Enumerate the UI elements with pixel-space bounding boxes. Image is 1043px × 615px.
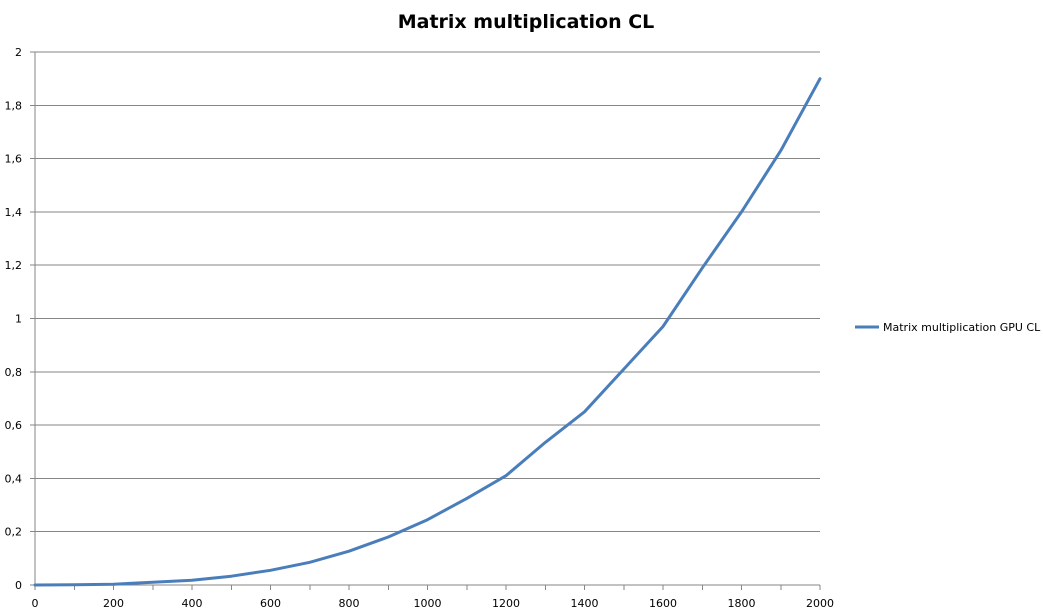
y-tick-label: 2 [15, 46, 22, 59]
chart-title: Matrix multiplication CL [398, 11, 655, 33]
y-tick-label: 1,6 [5, 153, 23, 166]
y-tick-label: 0,2 [5, 526, 23, 539]
y-tick-label: 0,8 [5, 366, 23, 379]
y-axis-tick-labels: 0 0,2 0,4 0,6 0,8 1 1,2 1,4 1,6 1,8 2 [5, 46, 23, 592]
legend-label: Matrix multiplication GPU CL [883, 321, 1041, 334]
y-tick-label: 1,8 [5, 99, 23, 112]
x-tick-label: 1200 [492, 597, 520, 610]
y-tick-label: 0,6 [5, 419, 23, 432]
x-tick-label: 1600 [649, 597, 677, 610]
x-tick-label: 400 [182, 597, 203, 610]
x-tick-label: 0 [32, 597, 39, 610]
x-tick-label: 600 [260, 597, 281, 610]
gridlines [35, 51, 820, 533]
x-tick-label: 200 [103, 597, 124, 610]
x-tick-label: 2000 [806, 597, 834, 610]
x-tick-label: 1000 [414, 597, 442, 610]
x-tick-label: 1800 [728, 597, 756, 610]
x-axis-tick-labels: 0 200 400 600 800 1000 1200 1400 1600 1800 2000 [32, 597, 835, 610]
axes [30, 51, 821, 590]
y-tick-label: 1 [15, 313, 22, 326]
y-tick-label: 0,4 [5, 472, 23, 485]
legend: Matrix multiplication GPU CL [855, 321, 1041, 334]
series-line-0 [33, 77, 822, 587]
x-tick-label: 1400 [571, 597, 599, 610]
y-tick-label: 0 [15, 579, 22, 592]
series-lines [33, 77, 822, 587]
y-tick-label: 1,2 [5, 259, 23, 272]
x-tick-label: 800 [339, 597, 360, 610]
y-tick-label: 1,4 [5, 206, 23, 219]
